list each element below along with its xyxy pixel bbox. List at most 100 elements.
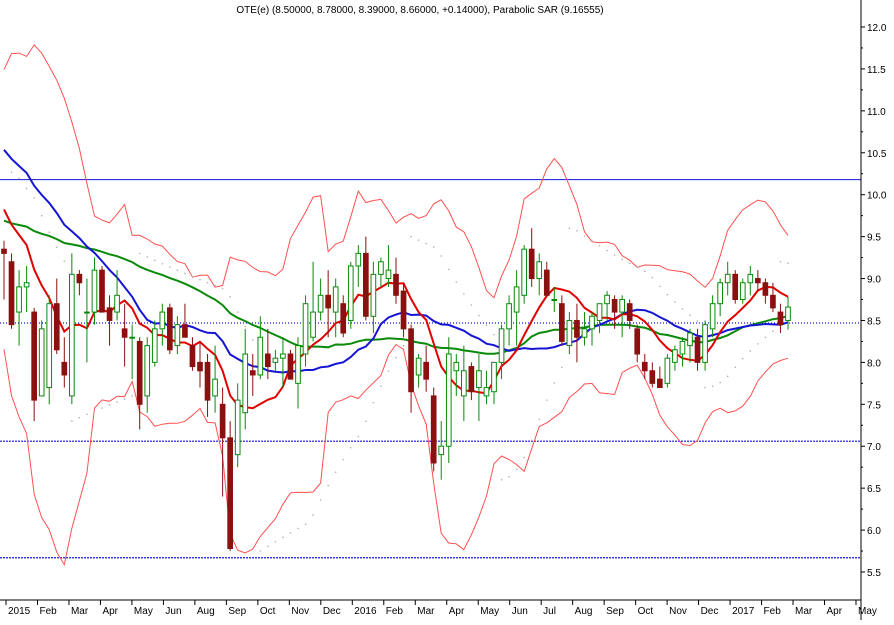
candle-body <box>227 437 233 550</box>
candle-body <box>167 307 173 351</box>
sar-dot <box>726 375 729 378</box>
sar-dot <box>123 398 126 400</box>
sar-dot <box>297 527 299 530</box>
sar-dot <box>478 314 480 317</box>
candle-up <box>69 253 75 405</box>
sar-dot <box>636 266 639 269</box>
sar-dot <box>63 260 66 262</box>
candle-down <box>408 324 414 413</box>
x-tick-label: Dec <box>701 606 719 617</box>
x-tick-label: Feb <box>764 606 782 617</box>
candle-up <box>687 328 693 363</box>
candle-up <box>461 345 467 422</box>
candle-down <box>287 349 294 380</box>
sar-dot <box>259 550 262 552</box>
sar-dot <box>749 350 752 352</box>
candle-body <box>664 357 671 384</box>
sar-dot <box>206 281 209 284</box>
x-tick-label: 2017 <box>732 606 755 617</box>
candle-up <box>709 295 716 338</box>
candle-body <box>99 269 105 313</box>
candle-body <box>476 370 482 389</box>
candle-up <box>619 295 625 338</box>
sar-dot <box>312 514 314 516</box>
sar-dot <box>184 272 186 275</box>
candle-body <box>672 349 678 363</box>
candle-down <box>755 270 761 292</box>
sar-dot <box>674 301 676 303</box>
sar-dot <box>764 336 767 339</box>
candle-up <box>513 270 520 346</box>
candle-up <box>23 265 30 313</box>
sar-dot <box>681 308 684 310</box>
candle-body <box>189 345 196 368</box>
candle-body <box>566 319 573 347</box>
candle-down <box>649 362 656 388</box>
sar-dot <box>131 395 133 397</box>
candle-up <box>679 337 686 367</box>
x-tick-label: Nov <box>291 606 309 617</box>
sar-dot <box>643 270 646 273</box>
candle-down <box>136 337 143 430</box>
sar-dot <box>561 366 563 369</box>
candle-body <box>400 290 407 330</box>
candle-up <box>747 265 754 296</box>
sar-dot <box>538 418 541 421</box>
candle-body <box>596 303 603 321</box>
sar-dot <box>689 314 691 316</box>
candle-body <box>151 328 158 363</box>
sar-dot <box>176 269 179 272</box>
candle-down <box>468 362 475 401</box>
sar-dot <box>161 262 164 265</box>
y-tick-label: 10.5 <box>867 149 887 160</box>
sar-dot <box>349 446 352 449</box>
y-tick-label: 11.0 <box>867 107 886 118</box>
candle-up <box>129 324 135 380</box>
sar-dot <box>169 266 171 268</box>
y-tick-label: 6.5 <box>867 484 881 495</box>
sar-dot <box>568 227 571 230</box>
sar-dot <box>25 187 28 190</box>
sar-dot <box>447 268 450 271</box>
sar-dot <box>613 254 616 256</box>
candle-body <box>747 273 754 284</box>
ma-slow-line <box>3 219 789 355</box>
sar-dot <box>116 401 118 403</box>
candle-down <box>626 299 633 329</box>
candle-down <box>423 345 429 392</box>
candle-up <box>212 345 218 413</box>
chart-title: OTE(e) (8.50000, 8.78000, 8.39000, 8.660… <box>236 5 603 16</box>
x-tick-label: 2016 <box>354 606 377 617</box>
candle-up <box>566 312 573 354</box>
sar-dot <box>229 295 231 298</box>
candle-body <box>679 340 686 355</box>
axes <box>0 0 862 620</box>
candle-body <box>506 303 512 330</box>
upper-band-line <box>3 44 789 299</box>
candle-up <box>38 320 45 397</box>
candle-up <box>84 278 90 363</box>
sar-dot <box>146 256 149 258</box>
x-tick-label: May <box>858 606 877 617</box>
candle-up <box>724 261 731 296</box>
x-axis-ticks: 2015 Feb Mar Apr May Jun Aug Sep Oct Nov Dec 2016 Fe… <box>5 600 877 617</box>
sar-dot <box>108 404 111 406</box>
candle-body <box>84 311 90 314</box>
candle-down <box>265 328 271 380</box>
sar-dot <box>523 456 525 459</box>
parabolic-sar <box>10 171 789 552</box>
sar-dot <box>71 420 73 422</box>
candle-up <box>453 354 460 396</box>
candle-up <box>16 270 22 346</box>
horizontal-lines <box>0 179 861 559</box>
sar-dot <box>485 324 488 327</box>
x-tick-label: Feb <box>386 606 404 617</box>
sar-dot <box>289 532 292 534</box>
candle-body <box>657 378 663 389</box>
candle-body <box>174 324 181 347</box>
candle-body <box>619 299 625 313</box>
candle-down <box>31 307 37 422</box>
candle-down <box>777 303 784 334</box>
candle-body <box>724 273 731 284</box>
candle-down <box>762 278 769 304</box>
